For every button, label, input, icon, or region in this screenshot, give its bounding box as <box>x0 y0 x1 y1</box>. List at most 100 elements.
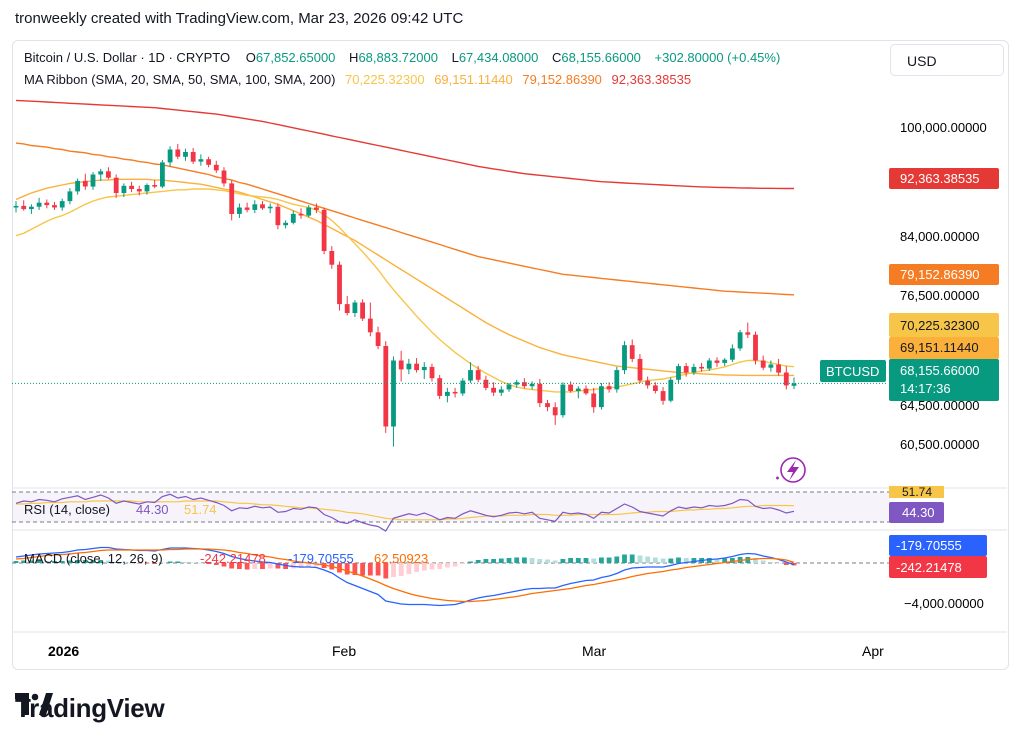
rsi-value: 44.30 <box>136 502 169 517</box>
candle <box>244 202 250 213</box>
candle-body <box>252 204 258 210</box>
macd-histogram-bar <box>290 563 296 569</box>
candle-body <box>36 202 42 207</box>
badge-sma100 <box>889 264 999 285</box>
macd-histogram-bar <box>213 563 219 565</box>
candle <box>59 198 65 211</box>
candle <box>421 362 427 379</box>
candle-body <box>429 366 435 379</box>
macd-histogram-bar <box>760 560 766 563</box>
candle-body <box>475 370 481 380</box>
candle <box>314 203 319 214</box>
macd-histogram-bar <box>21 560 27 563</box>
macd-histogram-bar <box>190 562 196 563</box>
candle <box>113 174 119 198</box>
badge-macd <box>889 535 987 556</box>
candle <box>44 199 50 209</box>
macd-histogram-bar <box>583 558 589 563</box>
candle <box>506 383 512 392</box>
candle <box>753 331 758 365</box>
time-label-feb: Feb <box>332 643 356 659</box>
candle-body <box>160 162 165 187</box>
candle-body <box>560 384 566 416</box>
macd-histogram-bar <box>44 561 50 563</box>
candle-body <box>206 159 211 165</box>
macd-histogram-bar <box>391 563 396 577</box>
candle-body <box>730 348 735 360</box>
symbol-label: Bitcoin / U.S. Dollar · 1D · CRYPTO <box>24 50 230 65</box>
candle <box>206 156 211 168</box>
candle-body <box>198 159 204 162</box>
candle-body <box>167 149 173 163</box>
macd-histogram-bar <box>136 563 142 564</box>
candle <box>198 154 204 166</box>
macd-histogram-bar <box>783 563 789 565</box>
ma-ribbon-value-100: 79,152.86390 <box>522 72 602 87</box>
currency-button[interactable]: USD <box>890 44 1004 76</box>
ma-ribbon-label: MA Ribbon (SMA, 20, SMA, 50, SMA, 100, S… <box>24 72 335 87</box>
candle <box>136 185 142 196</box>
macd-histogram-bar <box>753 558 758 563</box>
candle <box>352 300 358 317</box>
ma-ribbon-value-20: 70,225.32300 <box>345 72 425 87</box>
candle <box>283 220 288 229</box>
badge-countdown: 14:17:36 <box>900 381 951 396</box>
macd-histogram-bar <box>306 563 312 567</box>
badge-sma50 <box>889 337 999 359</box>
candle-body <box>352 302 358 313</box>
candle-body <box>383 346 389 427</box>
candle-body <box>290 213 296 223</box>
macd-histogram-bar <box>244 563 250 570</box>
candle-body <box>714 360 720 363</box>
candle-body <box>90 174 96 187</box>
macd-histogram-bar <box>545 559 550 563</box>
candle <box>375 326 381 350</box>
candle-body <box>13 205 19 208</box>
macd-histogram-bar <box>90 560 96 563</box>
candle <box>668 377 674 403</box>
candle <box>637 354 643 384</box>
macd-histogram-bar <box>706 558 712 563</box>
candle <box>460 378 466 396</box>
macd-histogram-bar <box>591 558 597 563</box>
macd-histogram-bar <box>668 558 674 563</box>
candle <box>683 362 689 377</box>
candle <box>583 385 589 396</box>
candle-body <box>498 389 504 393</box>
macd-histogram-bar <box>167 561 173 563</box>
macd-histogram-bar <box>498 558 504 563</box>
candle-body <box>244 207 250 210</box>
macd-histogram-bar <box>552 560 558 563</box>
candle-body <box>760 360 766 368</box>
candle-body <box>591 393 597 408</box>
candle-body <box>506 384 512 390</box>
svg-text:MA Ribbon (SMA, 20, SMA, 50, S: MA Ribbon (SMA, 20, SMA, 50, SMA, 100, S… <box>24 72 691 87</box>
badge-sma200-text: 92,363.38535 <box>900 171 980 186</box>
candle-body <box>622 345 627 371</box>
candle <box>175 143 181 160</box>
high-value: 68,883.72000 <box>358 50 438 65</box>
candle <box>452 387 458 398</box>
candle <box>360 299 365 322</box>
candle-body <box>421 366 427 371</box>
lightning-icon[interactable] <box>776 457 806 483</box>
candle-body <box>545 403 550 408</box>
candle <box>152 180 158 189</box>
price-tick-64500: 64,500.00000 <box>900 398 980 413</box>
rsi-label: RSI (14, close) <box>24 502 110 517</box>
badge-rsi-text: 44.30 <box>902 505 935 520</box>
chart-frame[interactable] <box>12 40 1009 670</box>
candle-body <box>283 222 288 226</box>
macd-histogram-bar <box>252 563 258 569</box>
candle <box>429 363 435 382</box>
candle <box>75 178 80 195</box>
candle-body <box>306 207 312 216</box>
candle <box>437 374 443 400</box>
candle <box>167 146 173 167</box>
candle <box>676 363 681 384</box>
macd-histogram-bar <box>429 563 435 570</box>
candle <box>591 387 597 413</box>
candle-body <box>653 385 658 391</box>
candle-body <box>614 370 620 390</box>
